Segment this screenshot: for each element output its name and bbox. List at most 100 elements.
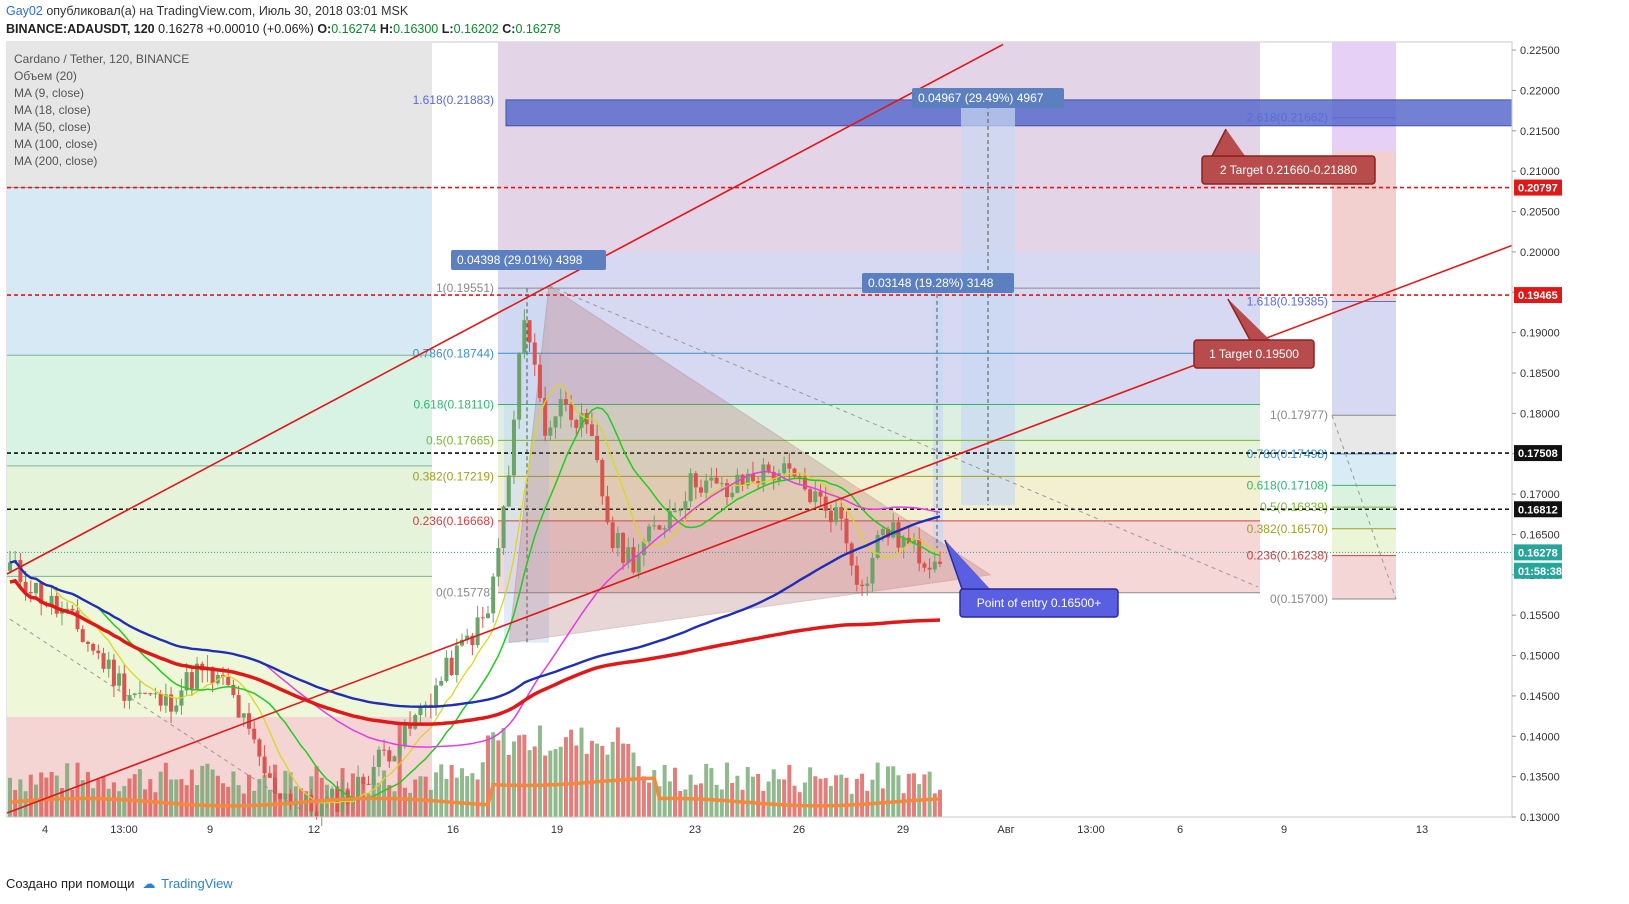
- tradingview-logo-icon[interactable]: ☁: [142, 876, 156, 891]
- candle-body: [797, 476, 802, 478]
- candle-body: [891, 522, 896, 538]
- candle-body: [849, 543, 854, 566]
- fib-level-label: 0(0.15778): [436, 586, 494, 600]
- price-badge-label: 0.17508: [1518, 448, 1558, 460]
- volume-bar: [886, 766, 891, 817]
- candle-body: [143, 692, 148, 694]
- candle-body: [527, 320, 532, 343]
- volume-bar: [782, 779, 787, 817]
- candle-body: [787, 463, 792, 469]
- fib-level-label: 0.618(0.18110): [413, 397, 494, 411]
- candle-body: [366, 783, 371, 785]
- candle-body: [808, 489, 813, 503]
- candle-body: [174, 705, 179, 712]
- volume-bar: [163, 762, 168, 817]
- candle-body: [600, 460, 605, 497]
- price-badge-label: 0.16812: [1518, 504, 1558, 516]
- y-tick-label: 0.14000: [1520, 731, 1560, 743]
- callout-pointer: [1227, 298, 1270, 341]
- volume-bar: [532, 746, 537, 817]
- volume-bar: [91, 788, 96, 817]
- candle-body: [506, 475, 511, 507]
- legend-ma100: MA (100, close): [14, 137, 98, 151]
- candle-body: [382, 749, 387, 751]
- volume-bar: [397, 724, 402, 817]
- price-badge: [1514, 445, 1562, 462]
- candle-body: [376, 749, 381, 767]
- x-tick-label: 13: [1416, 824, 1428, 836]
- volume-bar: [319, 777, 324, 817]
- candle-body: [553, 416, 558, 428]
- callout-pointer: [944, 539, 990, 590]
- low-label: L:: [441, 22, 454, 36]
- candle-body: [189, 672, 194, 689]
- volume-bar: [174, 779, 179, 817]
- volume-bar: [39, 772, 44, 817]
- volume-bar: [657, 786, 662, 817]
- candle-body: [184, 672, 189, 691]
- measure-label: 0.04398 (29.01%) 4398: [457, 253, 583, 267]
- candle-body: [475, 617, 480, 646]
- candle-body: [163, 694, 168, 706]
- diagonal-dashed: [548, 285, 1259, 588]
- measure-box: [961, 104, 1015, 506]
- extension-level-label: 1(0.17977): [1270, 408, 1328, 422]
- volume-bar: [137, 769, 142, 817]
- y-tick-label: 0.22000: [1520, 85, 1560, 97]
- candle-body: [844, 518, 849, 544]
- volume-bar: [750, 776, 755, 817]
- extension-level-label: 0.786(0.17498): [1247, 447, 1328, 461]
- candle-body: [106, 659, 111, 669]
- candle-body: [111, 659, 116, 686]
- legend-symbol: Cardano / Tether, 120, BINANCE: [14, 52, 190, 66]
- extension-zone-band: [1332, 42, 1396, 151]
- candle-body: [724, 483, 729, 498]
- measure-label-box: [862, 273, 1014, 293]
- volume-bar: [366, 793, 371, 817]
- diagonal-dashed: [1331, 415, 1397, 600]
- volume-bar: [428, 789, 433, 817]
- volume-bar: [179, 779, 184, 817]
- candle-body: [615, 532, 620, 549]
- y-tick-label: 0.15500: [1520, 610, 1560, 622]
- ma100-line: [9, 515, 941, 708]
- fib-zone-band: [498, 440, 1260, 477]
- price-badge-label: 0.19465: [1518, 290, 1558, 302]
- tradingview-brand[interactable]: TradingView: [161, 876, 233, 891]
- candle-body: [304, 795, 309, 803]
- volume-bar: [662, 764, 667, 817]
- candle-body: [569, 404, 574, 420]
- volume-bar: [153, 792, 158, 817]
- x-tick-label: 16: [447, 824, 459, 836]
- candle-body: [278, 793, 283, 800]
- author-link[interactable]: Gay02: [6, 4, 43, 18]
- volume-bar: [496, 740, 501, 817]
- candle-body: [699, 487, 704, 493]
- candle-body: [496, 548, 501, 577]
- volume-bar: [127, 778, 132, 817]
- volume-bar: [906, 773, 911, 817]
- candle-body: [522, 320, 527, 353]
- volume-bar: [215, 775, 220, 817]
- x-tick-label: 4: [42, 824, 48, 836]
- volume-bar: [262, 774, 267, 817]
- candle-body: [647, 526, 652, 542]
- volume-bar: [54, 775, 59, 817]
- candle-body: [418, 706, 423, 716]
- volume-bar: [444, 778, 449, 817]
- candle-body: [231, 684, 236, 696]
- volume-bar: [28, 774, 33, 817]
- low-value: 0.16202: [453, 22, 499, 36]
- candle-body: [18, 560, 23, 582]
- candle-body: [813, 491, 818, 503]
- volume-bar: [314, 766, 319, 817]
- candle-body: [517, 352, 522, 420]
- volume-bar: [70, 789, 75, 817]
- candle-body: [454, 645, 459, 676]
- volume-bar: [522, 734, 527, 817]
- volume-bar: [693, 784, 698, 817]
- candle-body: [262, 756, 267, 774]
- candle-body: [626, 547, 631, 563]
- candle-body: [511, 419, 516, 476]
